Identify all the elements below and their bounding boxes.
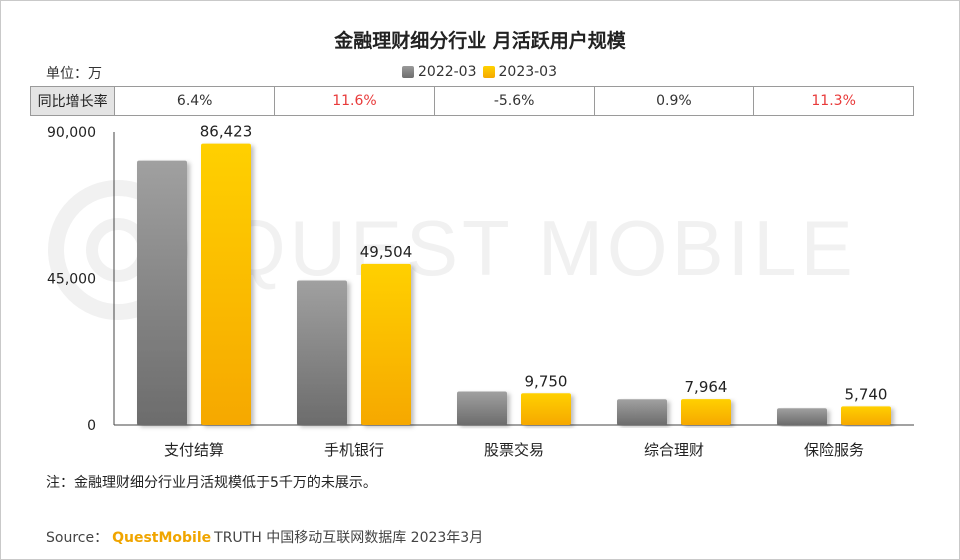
bar-2022 xyxy=(137,160,187,425)
x-tick-label: 综合理财 xyxy=(644,441,704,459)
growth-rate-cell: -5.6% xyxy=(435,87,595,115)
unit-label: 单位：万 xyxy=(46,66,102,82)
bar-2023 xyxy=(681,399,731,425)
x-tick-label: 手机银行 xyxy=(324,441,384,459)
x-tick-label: 股票交易 xyxy=(484,441,544,459)
growth-rate-cell: 11.3% xyxy=(811,93,856,109)
legend-swatch-2022 xyxy=(402,66,414,78)
chart-title: 金融理财细分行业 月活跃用户规模 xyxy=(334,30,626,52)
growth-rate-cell: 6.4% xyxy=(115,87,276,115)
bar-2022 xyxy=(617,399,667,425)
bar-2023 xyxy=(521,393,571,425)
legend-swatch-2023 xyxy=(482,66,495,78)
data-label: 5,740 xyxy=(845,385,888,403)
source-brand: QuestMobile xyxy=(112,530,212,546)
bar-2023 xyxy=(841,406,891,425)
chart-bars xyxy=(137,143,891,425)
legend: 2022-03 2023-03 xyxy=(402,64,557,80)
bar-2022 xyxy=(457,391,507,425)
growth-rate-cell: 11.6% xyxy=(275,87,435,115)
x-tick-label: 支付结算 xyxy=(164,441,224,459)
bar-2023 xyxy=(201,143,251,425)
legend-label-2022: 2022-03 xyxy=(418,64,477,80)
growth-rate-cell: 0.9% xyxy=(595,87,755,115)
watermark: QUEST MOBILE xyxy=(48,180,857,320)
bar-2022 xyxy=(777,408,827,425)
footnote: 注：金融理财细分行业月活规模低于5千万的未展示。 xyxy=(46,475,377,491)
source-line: Source： QuestMobile TRUTH 中国移动互联网数据库 202… xyxy=(46,527,483,547)
source-prefix: Source： xyxy=(46,530,109,546)
legend-item-2023: 2023-03 xyxy=(482,64,558,80)
data-label: 49,504 xyxy=(360,243,413,261)
data-label: 7,964 xyxy=(685,378,728,396)
growth-rate-header: 同比增长率 xyxy=(31,87,116,115)
y-tick-label: 90,000 xyxy=(47,125,96,141)
watermark-text: QUEST MOBILE xyxy=(225,204,857,292)
y-tick-label: 0 xyxy=(87,418,96,434)
x-tick-label: 保险服务 xyxy=(804,441,864,459)
y-tick-label: 45,000 xyxy=(47,272,96,288)
data-label: 9,750 xyxy=(525,372,568,390)
chart-labels: 86,423 支付结算 49,504 手机银行 9,750 股票交易 7,964 综合理财 5,… xyxy=(164,123,887,459)
source-rest: TRUTH 中国移动互联网数据库 2023年3月 xyxy=(214,530,484,546)
data-label: 86,423 xyxy=(200,123,253,141)
bar-2023 xyxy=(361,263,411,425)
watermark-ring xyxy=(86,218,150,282)
legend-item-2022: 2022-03 xyxy=(402,64,477,80)
bar-2022 xyxy=(297,280,347,425)
legend-label-2023: 2023-03 xyxy=(498,64,558,80)
growth-rate-table: 同比增长率 6.4% 11.6% -5.6% 0.9% 11.3% xyxy=(30,86,914,116)
